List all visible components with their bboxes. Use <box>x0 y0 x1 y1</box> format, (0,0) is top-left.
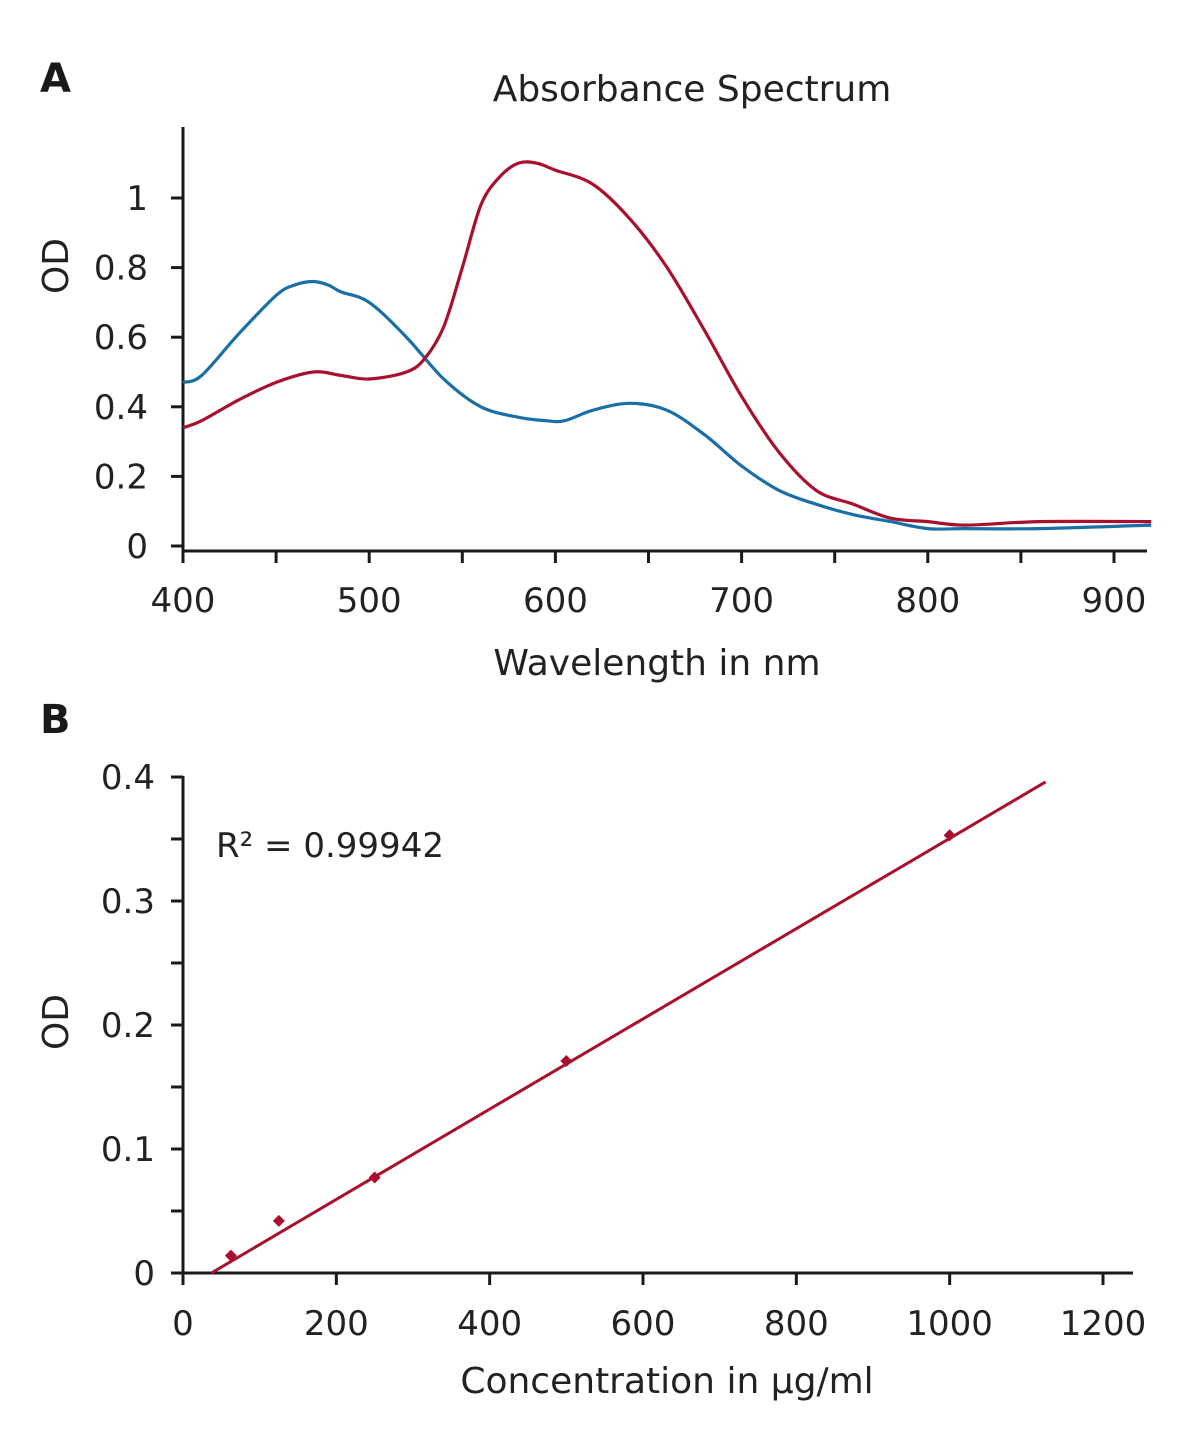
data-point <box>943 829 956 842</box>
y-tick-label: 0.2 <box>101 1006 155 1046</box>
y-axis-label: OD <box>36 238 77 294</box>
x-tick-label: 800 <box>764 1304 829 1344</box>
r-squared-annotation: R² = 0.99942 <box>216 826 444 866</box>
panel-label-b: B <box>40 697 71 743</box>
data-point <box>560 1054 573 1067</box>
plot-area <box>182 160 1152 531</box>
plot-area <box>210 780 1047 1275</box>
y-tick-label: 0 <box>126 527 148 567</box>
series-line-blue <box>182 279 1152 531</box>
y-tick-label: 1 <box>126 179 148 219</box>
y-tick-label: 0.1 <box>101 1130 155 1170</box>
x-tick-label: 400 <box>151 581 216 621</box>
trendline <box>210 780 1047 1275</box>
x-tick-label: 700 <box>709 581 774 621</box>
panel-a: A Absorbance Spectrum OD Wavelength in n… <box>36 56 1152 684</box>
y-tick-label: 0.6 <box>94 318 148 358</box>
x-axis-label: Concentration in µg/ml <box>460 1361 873 1402</box>
y-axis-label: OD <box>36 994 77 1050</box>
data-point <box>272 1214 285 1227</box>
x-tick-label: 600 <box>523 581 588 621</box>
panel-label-a: A <box>40 56 71 102</box>
x-tick-label: 800 <box>895 581 960 621</box>
y-tick-label: 0.4 <box>94 388 148 428</box>
x-tick-label: 1000 <box>906 1304 993 1344</box>
x-tick-label: 500 <box>337 581 402 621</box>
series-line-red <box>182 160 1152 527</box>
x-tick-label: 1200 <box>1060 1304 1147 1344</box>
y-tick-label: 0.2 <box>94 457 148 497</box>
x-tick-label: 600 <box>611 1304 676 1344</box>
data-point <box>368 1171 381 1184</box>
y-tick-label: 0.3 <box>101 882 155 922</box>
axis-ticks: 400 500 600 700 800 900 0 0.2 0.4 0.6 0.8 1 <box>94 179 1147 621</box>
x-tick-label: 900 <box>1082 581 1147 621</box>
axis-ticks: 0 200 400 600 800 1000 1200 0 0.1 0.2 0.3 0.4 <box>101 758 1146 1344</box>
x-axis-label: Wavelength in nm <box>493 643 820 684</box>
chart-title: Absorbance Spectrum <box>493 69 892 110</box>
x-tick-label: 200 <box>304 1304 369 1344</box>
x-tick-label: 400 <box>457 1304 522 1344</box>
data-point <box>224 1249 237 1262</box>
y-tick-label: 0.4 <box>101 758 155 798</box>
y-tick-label: 0.8 <box>94 249 148 289</box>
x-tick-label: 0 <box>172 1304 194 1344</box>
y-tick-label: 0 <box>133 1254 155 1294</box>
panel-b: B OD Concentration in µg/ml R² = 0.99942… <box>36 697 1146 1402</box>
